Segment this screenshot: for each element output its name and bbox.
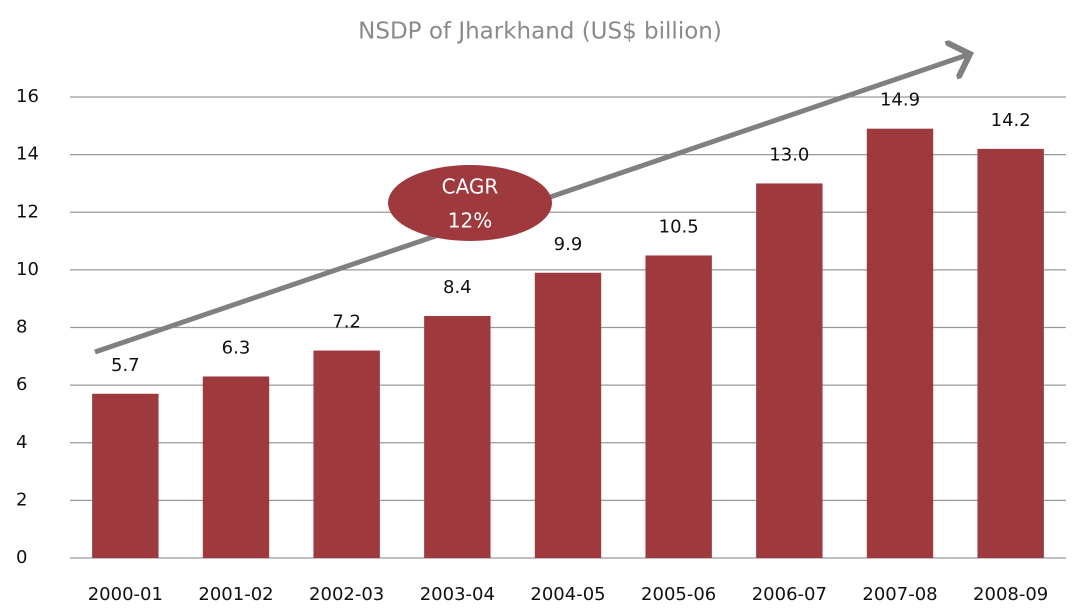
x-tick-label: 2004-05: [530, 584, 605, 605]
y-tick-label: 10: [16, 259, 39, 280]
annotation: 12%: [448, 209, 492, 233]
y-tick-label: 16: [16, 86, 39, 107]
data-label: 5.7: [111, 355, 140, 376]
data-label: 14.2: [991, 110, 1031, 131]
data-label: 14.9: [880, 90, 920, 111]
data-label: 9.9: [554, 234, 583, 255]
data-label: 8.4: [443, 277, 472, 298]
cagr-bubble: [388, 165, 552, 241]
x-tick-label: 2003-04: [420, 584, 495, 605]
y-tick-label: 12: [16, 201, 39, 222]
chart-title: NSDP of Jharkhand (US$ billion): [358, 19, 722, 45]
data-label: 13.0: [769, 144, 809, 165]
bar: [756, 183, 823, 558]
x-tick-label: 2001-02: [198, 584, 273, 605]
x-tick-label: 2002-03: [309, 584, 384, 605]
x-tick-label: 2008-09: [973, 584, 1048, 605]
x-tick-label: 2007-08: [862, 584, 937, 605]
x-tick-label: 2000-01: [88, 584, 163, 605]
data-label: 6.3: [222, 337, 251, 358]
bar: [866, 128, 934, 558]
y-tick-label: 0: [16, 547, 27, 568]
bar: [534, 272, 602, 558]
bar: [202, 376, 270, 558]
annotation: CAGR: [442, 175, 499, 199]
data-label: 10.5: [659, 216, 699, 237]
y-tick-label: 6: [16, 374, 27, 395]
overlay: CAGR 12%: [94, 54, 970, 355]
bar: [645, 255, 712, 558]
plot: 0 2 4 6 8 10 12 14 16 2000-01 5.7 2001-02 6.3 2002-03…: [16, 86, 1066, 605]
bar: [977, 148, 1044, 559]
bar: [92, 393, 159, 558]
y-tick-label: 14: [16, 144, 39, 165]
y-tick-label: 2: [16, 489, 27, 510]
data-label: 7.2: [332, 312, 361, 333]
bar: [313, 350, 380, 558]
y-tick-label: 8: [16, 317, 27, 338]
y-tick-label: 4: [16, 432, 27, 453]
x-tick-label: 2005-06: [641, 584, 716, 605]
bar: [424, 315, 491, 558]
x-tick-label: 2006-07: [752, 584, 827, 605]
